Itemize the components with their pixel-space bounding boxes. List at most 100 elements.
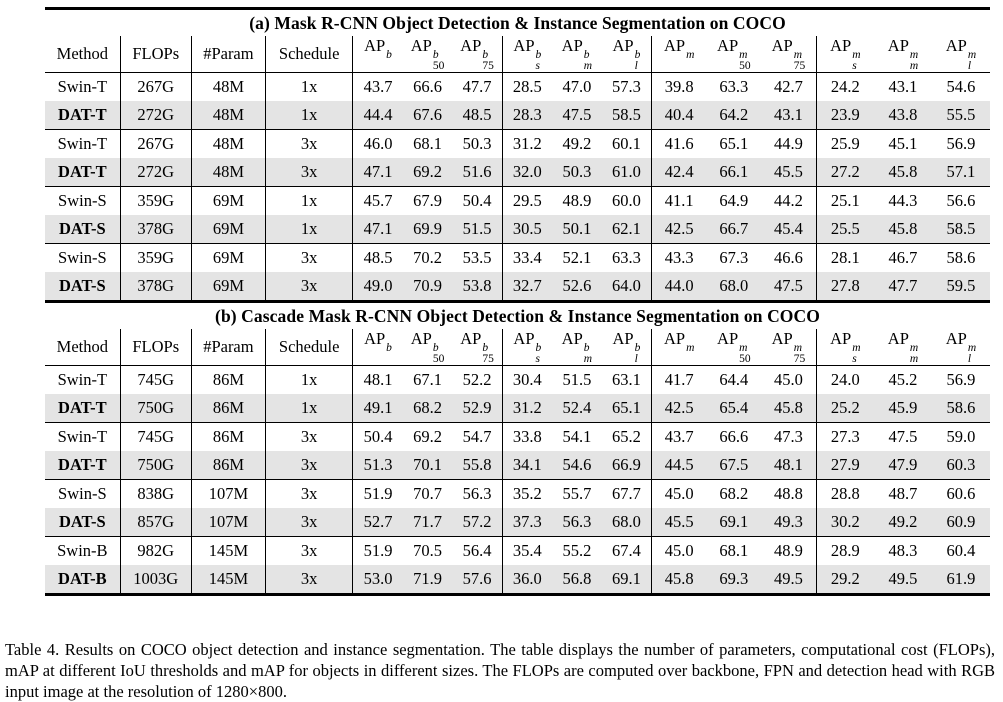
value-cell: 70.9 (413, 276, 442, 295)
value-cell: 71.9 (413, 569, 442, 588)
table-b-title: (b) Cascade Mask R-CNN Object Detection … (215, 306, 820, 326)
value-cell: 47.9 (874, 451, 932, 480)
method-cell: Swin-T (45, 129, 121, 158)
table-a-body: Swin-T 267G 48M 1x 43.7 66.6 47.7 28.5 47.0 57.3 3… (45, 72, 990, 300)
method-cell: Swin-B (45, 536, 121, 565)
value-cell: 60.1 (601, 129, 653, 158)
column-header-ap: AP m s (816, 36, 875, 73)
value-cell: 45.0 (761, 365, 817, 394)
table-row: Swin-S 359G 69M 3x 48.5 70.2 53.5 33.4 52.1 63.3 4… (45, 243, 990, 272)
value-cell: 34.1 (502, 451, 552, 480)
value-cell: 61.0 (601, 158, 653, 187)
table-block: (a) Mask R-CNN Object Detection & Instan… (45, 7, 990, 596)
value-cell: 55.7 (562, 484, 592, 503)
value-cell: 68.2 (719, 484, 749, 503)
value-cell: 54.1 (562, 427, 592, 446)
value-cell: 61.9 (946, 569, 976, 588)
value-cell: 69.2 (413, 427, 442, 446)
value-cell: 52.6 (562, 276, 592, 295)
value-cell: 1x (265, 101, 354, 130)
table-row: Swin-T 745G 86M 1x 48.1 67.1 52.2 30.4 51.5 63.1 4… (45, 365, 990, 394)
value-cell: 45.5 (651, 508, 707, 537)
value-cell: 3x (265, 158, 354, 187)
value-cell: 46.6 (761, 243, 817, 272)
value-cell: 66.1 (706, 158, 762, 187)
column-header-ap: AP m 50 (706, 36, 762, 73)
value-cell: 30.2 (816, 508, 875, 537)
method-cell: DAT-S (45, 215, 121, 244)
value-cell: 58.5 (601, 101, 653, 130)
value-cell: 63.3 (601, 243, 653, 272)
value-cell: 25.9 (830, 134, 860, 153)
value-cell: 44.9 (761, 129, 817, 158)
value-cell: 53.0 (363, 569, 393, 588)
value-cell: 107M (191, 508, 266, 537)
value-cell: 45.7 (363, 191, 393, 210)
table-row: DAT-T 272G 48M 3x 47.1 69.2 51.6 32.0 50.3 61.0 42… (45, 158, 990, 187)
value-cell: 68.1 (719, 541, 749, 560)
method-cell: DAT-T (45, 158, 121, 187)
value-cell: 1x (265, 365, 354, 394)
value-cell: 67.6 (402, 101, 453, 130)
value-cell: 67.7 (601, 479, 653, 508)
value-cell: 47.3 (761, 422, 817, 451)
value-cell: 44.5 (651, 451, 707, 480)
value-cell: 71.7 (402, 508, 453, 537)
value-cell: 50.3 (452, 129, 503, 158)
table-row: DAT-S 857G 107M 3x 52.7 71.7 57.2 37.3 56.3 68.0 4… (45, 508, 990, 537)
value-cell: 47.1 (352, 158, 403, 187)
value-cell: 69.1 (706, 508, 762, 537)
value-cell: 267G (120, 129, 192, 158)
table-a-title: (a) Mask R-CNN Object Detection & Instan… (249, 13, 786, 33)
table-row: DAT-T 272G 48M 1x 44.4 67.6 48.5 28.3 47.5 58.5 40… (45, 101, 990, 130)
value-cell: 50.4 (452, 186, 503, 215)
value-cell: 3x (265, 451, 354, 480)
method-cell: Swin-S (45, 186, 121, 215)
value-cell: 50.3 (551, 158, 602, 187)
value-cell: 70.7 (413, 484, 442, 503)
value-cell: 1x (265, 215, 354, 244)
value-cell: 45.9 (874, 394, 932, 423)
header-row: Method FLOPs #Param Schedule AP b AP b 50 AP b 75 AP… (45, 329, 990, 366)
header-row: Method FLOPs #Param Schedule AP b AP b 50 AP b 75 AP… (45, 36, 990, 73)
value-cell: 33.4 (512, 248, 542, 267)
value-cell: 42.5 (651, 394, 707, 423)
value-cell: 44.3 (888, 191, 918, 210)
value-cell: 23.9 (816, 101, 875, 130)
value-cell: 42.7 (761, 72, 817, 101)
value-cell: 3x (265, 243, 354, 272)
value-cell: 68.1 (413, 134, 442, 153)
value-cell: 48.3 (888, 541, 918, 560)
method-cell: DAT-T (45, 394, 121, 423)
value-cell: 51.9 (363, 484, 393, 503)
value-cell: 45.8 (874, 215, 932, 244)
value-cell: 58.6 (931, 394, 990, 423)
value-cell: 272G (120, 101, 192, 130)
value-cell: 59.0 (946, 427, 976, 446)
value-cell: 45.2 (888, 370, 918, 389)
column-header-ap: AP b s (502, 329, 552, 366)
value-cell: 60.6 (946, 484, 976, 503)
value-cell: 35.2 (512, 484, 542, 503)
column-header-ap: AP m s (816, 329, 875, 366)
table-row: DAT-S 378G 69M 1x 47.1 69.9 51.5 30.5 50.1 62.1 42… (45, 215, 990, 244)
value-cell: 31.2 (512, 134, 542, 153)
value-cell: 750G (120, 451, 192, 480)
value-cell: 54.6 (946, 77, 976, 96)
value-cell: 69M (191, 215, 266, 244)
value-cell: 750G (120, 394, 192, 423)
value-cell: 57.1 (931, 158, 990, 187)
value-cell: 49.1 (352, 394, 403, 423)
value-cell: 48M (191, 72, 266, 101)
value-cell: 56.6 (946, 191, 976, 210)
column-header-ap: AP b (352, 329, 403, 366)
value-cell: 69M (191, 243, 266, 272)
value-cell: 3x (265, 479, 354, 508)
value-cell: 145M (191, 536, 266, 565)
value-cell: 57.3 (601, 72, 653, 101)
value-cell: 48M (191, 129, 266, 158)
value-cell: 67.1 (413, 370, 442, 389)
value-cell: 60.4 (946, 541, 976, 560)
column-header-ap: AP m l (931, 36, 990, 73)
value-cell: 3x (265, 536, 354, 565)
